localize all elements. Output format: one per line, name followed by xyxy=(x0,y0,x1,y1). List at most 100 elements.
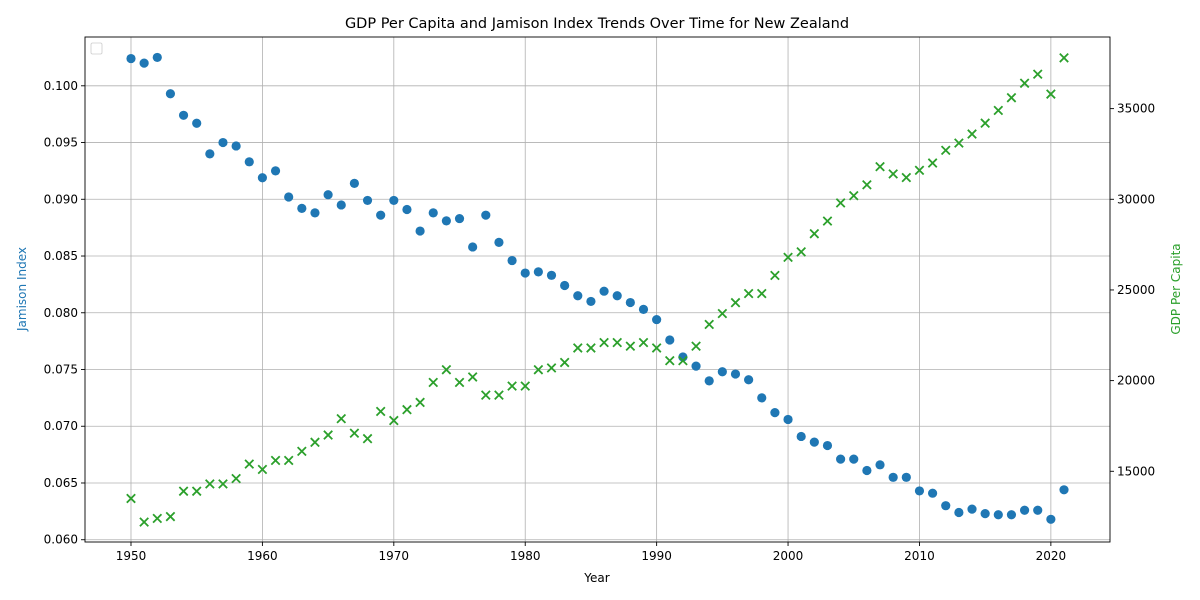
gdp-per-capita-point xyxy=(678,355,688,366)
x-tick-label: 2010 xyxy=(904,549,935,563)
jamison-index-point xyxy=(323,190,333,200)
gdp-per-capita-point xyxy=(612,337,623,348)
x-tick-label: 1950 xyxy=(116,549,147,563)
jamison-index-point xyxy=(914,486,925,496)
jamison-index-point xyxy=(980,509,990,519)
jamison-index-point xyxy=(665,335,675,345)
gdp-per-capita-point xyxy=(244,459,255,469)
gdp-per-capita-point xyxy=(901,172,912,183)
x-tick-label: 1970 xyxy=(379,549,410,563)
jamison-index-point xyxy=(809,437,819,447)
jamison-index-point xyxy=(1006,510,1017,520)
right-y-tick-label: 35000 xyxy=(1117,102,1155,116)
jamison-index-point xyxy=(1019,505,1030,515)
gdp-per-capita-point xyxy=(494,390,504,400)
x-tick-label: 1990 xyxy=(641,549,672,563)
jamison-index-point xyxy=(1046,514,1056,524)
jamison-index-point xyxy=(402,204,412,215)
gdp-per-capita-point xyxy=(270,455,281,466)
left-y-tick-label: 0.070 xyxy=(44,419,78,433)
jamison-index-point xyxy=(481,210,491,220)
legend-box xyxy=(90,42,103,55)
jamison-index-point xyxy=(507,255,517,266)
gdp-per-capita-point xyxy=(835,198,846,208)
left-y-tick-label: 0.075 xyxy=(44,363,78,377)
left-y-axis-label: Jamison Index xyxy=(15,247,29,332)
jamison-index-point xyxy=(468,242,478,252)
gdp-per-capita-point xyxy=(1059,53,1069,63)
gdp-per-capita-point xyxy=(191,486,202,497)
jamison-index-point xyxy=(599,286,609,296)
gdp-per-capita-point xyxy=(704,319,715,330)
jamison-index-point xyxy=(927,488,938,498)
gdp-per-capita-point xyxy=(362,433,373,444)
jamison-index-point xyxy=(1033,505,1043,515)
jamison-index-point xyxy=(941,501,951,511)
gdp-per-capita-point xyxy=(599,337,609,348)
gdp-per-capita-point xyxy=(875,161,885,172)
gdp-per-capita-point xyxy=(402,404,412,415)
gdp-per-capita-point xyxy=(454,377,465,388)
plot-frame xyxy=(84,36,1111,543)
gdp-per-capita-point xyxy=(862,179,872,190)
jamison-index-point xyxy=(954,507,964,518)
jamison-index-point xyxy=(638,304,649,314)
jamison-index-point xyxy=(836,454,846,464)
right-y-axis-label: GDP Per Capita xyxy=(1169,243,1183,334)
gdp-per-capita-point xyxy=(349,428,360,439)
gdp-per-capita-point xyxy=(730,297,741,308)
jamison-index-point xyxy=(205,149,215,159)
right-y-axis: 15000 20000 25000 30000 35000 xyxy=(1110,102,1155,478)
jamison-index-point xyxy=(231,141,241,151)
gdp-per-capita-point xyxy=(783,252,793,263)
gdp-per-capita-point xyxy=(480,390,491,400)
jamison-index-point xyxy=(165,89,176,99)
x-tick-label: 2020 xyxy=(1036,549,1067,563)
left-y-tick-label: 0.085 xyxy=(44,249,78,263)
gdp-per-capita-point xyxy=(231,473,241,484)
x-tick-label: 1960 xyxy=(247,549,278,563)
gdp-per-capita-series xyxy=(126,53,1069,527)
gdp-per-capita-point xyxy=(467,372,478,382)
jamison-index-point xyxy=(362,195,373,206)
gdp-per-capita-point xyxy=(638,337,649,348)
jamison-index-point xyxy=(888,472,898,482)
jamison-index-point xyxy=(218,137,228,148)
gdp-per-capita-point xyxy=(954,138,964,148)
jamison-index-point xyxy=(967,504,977,514)
gdp-per-capita-point xyxy=(927,158,938,168)
jamison-index-point xyxy=(730,369,741,379)
jamison-index-point xyxy=(704,376,714,386)
right-y-tick-label: 25000 xyxy=(1117,283,1155,297)
gdp-per-capita-point xyxy=(520,381,531,391)
left-y-tick-label: 0.080 xyxy=(44,306,78,320)
jamison-index-point xyxy=(612,291,622,301)
jamison-index-point xyxy=(297,203,307,213)
gdp-per-capita-point xyxy=(559,357,570,368)
gdp-per-capita-point xyxy=(310,437,320,448)
jamison-index-point xyxy=(546,270,557,280)
gdp-per-capita-point xyxy=(507,381,517,391)
right-y-tick-label: 15000 xyxy=(1117,464,1155,478)
x-tick-label: 1980 xyxy=(510,549,541,563)
gdp-per-capita-point xyxy=(375,406,386,417)
jamison-index-point xyxy=(494,237,504,248)
gdp-per-capita-point xyxy=(178,486,189,497)
gdp-per-capita-point xyxy=(257,464,268,475)
jamison-index-point xyxy=(192,118,202,128)
jamison-index-point xyxy=(389,195,399,206)
left-y-axis: 0.060 0.065 0.070 0.075 0.080 0.085 0.090 0.095… xyxy=(44,79,85,547)
jamison-index-point xyxy=(691,361,701,371)
gdp-per-capita-point xyxy=(980,118,990,128)
gdp-per-capita-point xyxy=(218,479,228,489)
jamison-index-point xyxy=(717,367,727,377)
jamison-index-point xyxy=(875,460,885,470)
gdp-per-capita-point xyxy=(993,105,1004,116)
gdp-per-capita-point xyxy=(888,169,899,179)
jamison-index-point xyxy=(652,314,662,325)
gdp-per-capita-point xyxy=(1006,92,1017,103)
gdp-per-capita-point xyxy=(205,479,215,489)
jamison-index-point xyxy=(126,53,136,64)
gdp-per-capita-point xyxy=(428,377,439,388)
